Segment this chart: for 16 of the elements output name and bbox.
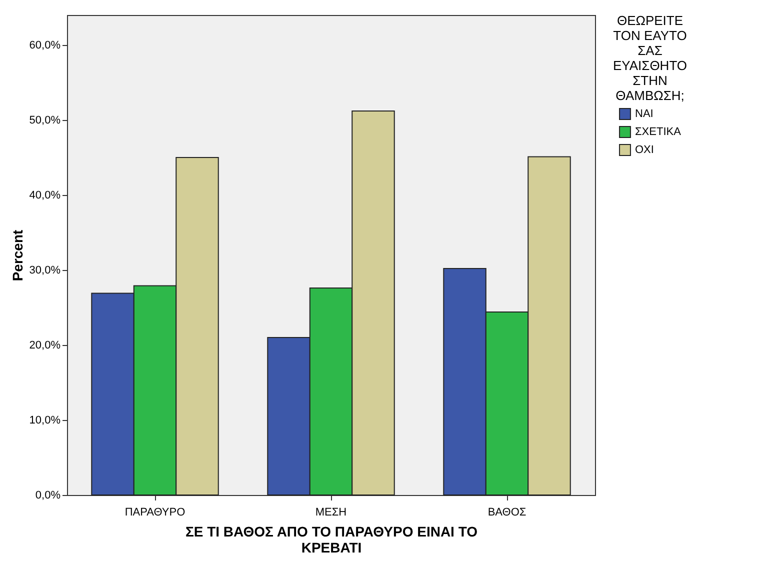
x-axis-title: ΣΕ ΤΙ ΒΑΘΟΣ ΑΠΟ ΤΟ ΠΑΡΑΘΥΡΟ ΕΙΝΑΙ ΤΟ ΚΡΕΒΑΤΙ: [185, 524, 478, 556]
legend-label: ΝΑΙ: [635, 108, 654, 120]
y-tick-label: 60,0%: [29, 40, 61, 52]
y-tick-label: 50,0%: [29, 114, 61, 126]
legend-label: ΟΧΙ: [635, 144, 654, 156]
y-tick-label: 20,0%: [29, 340, 61, 352]
legend-title: ΘΕΩΡΕΙΤΕ ΤΟΝ ΕΑΥΤΟ ΣΑΣ ΕΥΑΙΣΘΗΤΟ ΣΤΗΝ ΘΑΜΒΩΣΗ;: [612, 13, 688, 103]
x-tick-label: ΜΕΣΗ: [315, 506, 347, 518]
legend-label: ΣΧΕΤΙΚΑ: [635, 126, 682, 138]
y-tick-label: 30,0%: [29, 264, 61, 276]
y-axis-title: Percent: [9, 229, 26, 282]
x-tick-label: ΒΑΘΟΣ: [488, 506, 526, 518]
y-tick-label: 0,0%: [35, 490, 61, 502]
x-tick-label: ΠΑΡΑΘΥΡΟ: [124, 506, 186, 518]
y-tick-label: 10,0%: [29, 414, 61, 426]
y-tick-label: 40,0%: [29, 190, 61, 202]
